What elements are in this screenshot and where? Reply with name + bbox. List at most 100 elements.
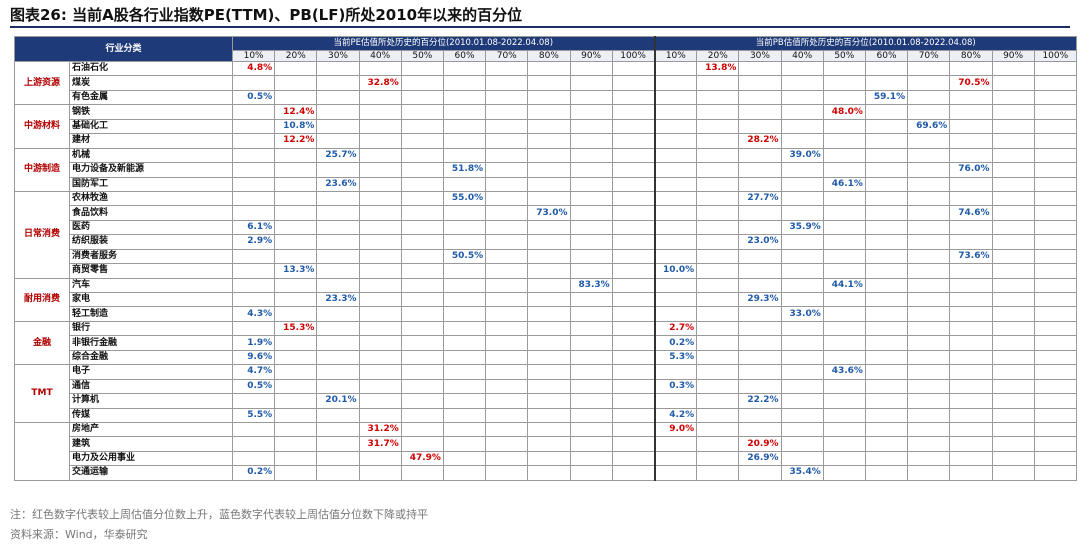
empty-cell <box>442 450 487 467</box>
empty-cell <box>400 89 444 106</box>
empty-cell <box>442 104 487 120</box>
empty-cell <box>485 320 529 337</box>
pe-percentile-header: 40% <box>358 50 402 62</box>
pe-value-cell: 0.5% <box>232 89 276 106</box>
empty-cell <box>358 219 402 236</box>
empty-cell <box>527 118 571 135</box>
empty-cell <box>949 277 993 294</box>
table-row: 煤炭 32.8% 70.5% <box>15 75 1077 91</box>
empty-cell <box>907 349 951 366</box>
empty-cell <box>907 291 951 308</box>
pb-value-cell: 20.9% <box>738 436 782 452</box>
empty-cell <box>738 349 782 366</box>
empty-cell <box>738 89 782 106</box>
empty-cell <box>864 248 909 265</box>
empty-cell <box>864 234 909 250</box>
empty-cell <box>232 147 276 164</box>
empty-cell <box>696 190 740 207</box>
empty-cell <box>991 291 1035 308</box>
empty-cell <box>400 219 444 236</box>
empty-cell <box>653 162 698 178</box>
empty-cell <box>611 162 656 178</box>
empty-cell <box>527 421 571 438</box>
empty-cell <box>611 393 656 409</box>
empty-cell <box>527 349 571 366</box>
empty-cell <box>358 89 402 106</box>
empty-cell <box>274 162 318 178</box>
empty-cell <box>949 436 993 452</box>
empty-cell <box>232 75 276 91</box>
empty-cell <box>274 248 318 265</box>
empty-cell <box>822 393 866 409</box>
empty-cell <box>316 378 360 395</box>
empty-cell <box>991 248 1035 265</box>
empty-cell <box>696 162 740 178</box>
empty-cell <box>696 205 740 221</box>
empty-cell <box>611 104 656 120</box>
empty-cell <box>485 349 529 366</box>
pe-percentile-header: 90% <box>569 50 613 62</box>
empty-cell <box>485 234 529 250</box>
empty-cell <box>696 263 740 279</box>
empty-cell <box>696 450 740 467</box>
empty-cell <box>569 349 613 366</box>
empty-cell <box>864 436 909 452</box>
empty-cell <box>316 335 360 351</box>
empty-cell <box>653 205 698 221</box>
empty-cell <box>527 277 571 294</box>
empty-cell <box>569 118 613 135</box>
empty-cell <box>822 248 866 265</box>
table-row: 中游材料 钢铁 12.4% 48.0% <box>14 104 1077 149</box>
empty-cell <box>611 263 656 279</box>
empty-cell <box>274 234 318 250</box>
empty-cell <box>442 335 487 351</box>
empty-cell <box>696 147 740 164</box>
empty-cell <box>1033 118 1077 135</box>
empty-cell <box>696 436 740 452</box>
empty-cell <box>358 234 402 250</box>
empty-cell <box>442 421 487 438</box>
empty-cell <box>822 60 866 77</box>
empty-cell <box>611 436 656 452</box>
industry-label: 银行 <box>68 320 234 337</box>
table-row: 计算机 20.1% 22.2% <box>15 393 1077 409</box>
pe-value-cell: 23.6% <box>316 176 360 192</box>
empty-cell <box>442 263 487 279</box>
empty-cell <box>780 190 824 207</box>
empty-cell <box>696 75 740 91</box>
empty-cell <box>696 407 740 423</box>
empty-cell <box>611 190 656 207</box>
empty-cell <box>611 118 656 135</box>
empty-cell <box>780 320 824 337</box>
empty-cell <box>358 465 402 481</box>
pb-value-cell: 33.0% <box>780 306 824 322</box>
empty-cell <box>316 219 360 236</box>
empty-cell <box>653 393 698 409</box>
empty-cell <box>485 219 529 236</box>
empty-cell <box>485 335 529 351</box>
empty-cell <box>442 407 487 423</box>
industry-label: 综合金融 <box>68 349 234 366</box>
empty-cell <box>822 118 866 135</box>
pe-percentile-header: 60% <box>442 50 487 62</box>
empty-cell <box>653 436 698 452</box>
empty-cell <box>780 407 824 423</box>
empty-cell <box>274 349 318 366</box>
empty-cell <box>316 162 360 178</box>
empty-cell <box>358 118 402 135</box>
empty-cell <box>358 450 402 467</box>
empty-cell <box>485 104 529 120</box>
empty-cell <box>949 364 993 380</box>
industry-label: 电力设备及新能源 <box>68 162 234 178</box>
empty-cell <box>485 162 529 178</box>
empty-cell <box>1033 104 1077 120</box>
empty-cell <box>907 133 951 149</box>
empty-cell <box>274 335 318 351</box>
empty-cell <box>780 162 824 178</box>
empty-cell <box>316 436 360 452</box>
empty-cell <box>611 291 656 308</box>
empty-cell <box>569 176 613 192</box>
empty-cell <box>1033 450 1077 467</box>
empty-cell <box>907 248 951 265</box>
empty-cell <box>232 248 276 265</box>
